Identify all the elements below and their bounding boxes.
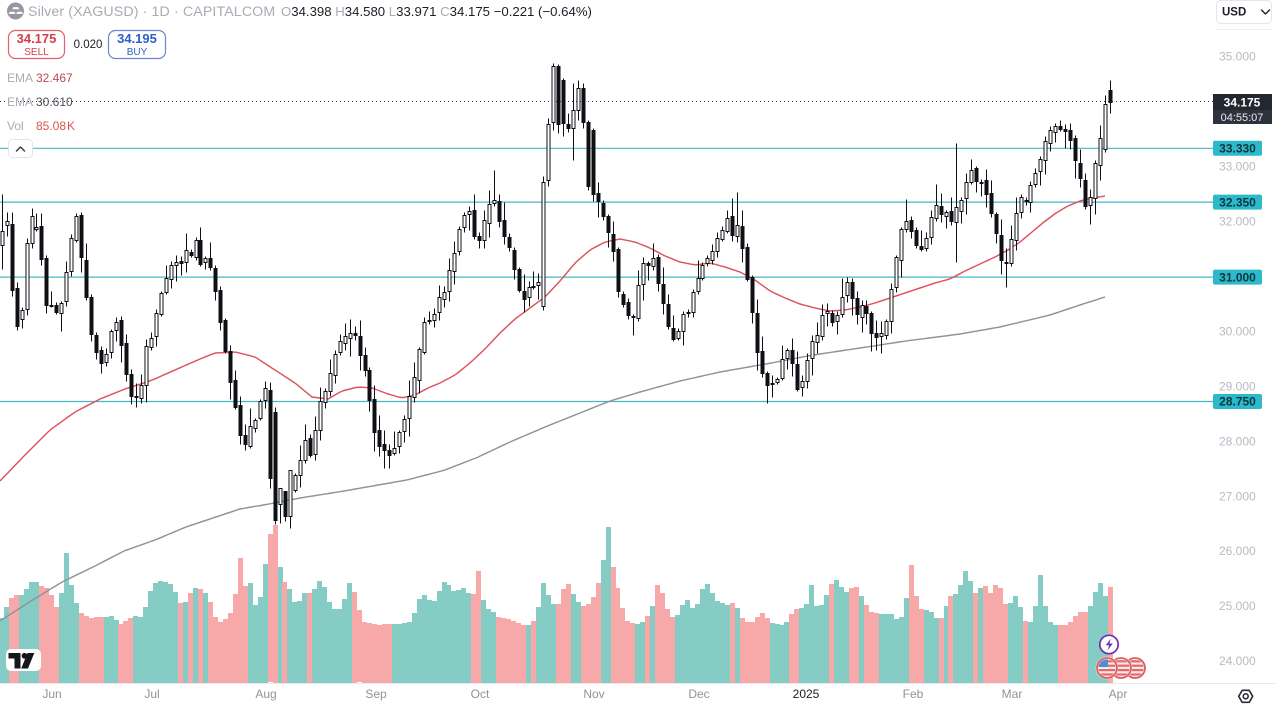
svg-text:27.000: 27.000	[1219, 489, 1256, 503]
svg-text:28.000: 28.000	[1219, 434, 1256, 448]
svg-text:Apr: Apr	[1109, 687, 1128, 701]
svg-text:Silver (XAGUSD) · 1D · CAPITAL: Silver (XAGUSD) · 1D · CAPITALCOM	[28, 4, 275, 20]
svg-text:BUY: BUY	[127, 47, 148, 58]
svg-text:35.000: 35.000	[1219, 50, 1256, 64]
svg-text:Oct: Oct	[471, 687, 490, 701]
svg-text:2025: 2025	[793, 687, 820, 701]
svg-text:Jul: Jul	[144, 687, 159, 701]
svg-text:0.020: 0.020	[74, 39, 103, 51]
svg-text:Dec: Dec	[688, 687, 709, 701]
svg-text:26.000: 26.000	[1219, 544, 1256, 558]
svg-text:EMA 30.610: EMA 30.610	[7, 95, 73, 109]
svg-text:30.000: 30.000	[1219, 324, 1256, 338]
svg-text:28.750: 28.750	[1219, 395, 1256, 409]
svg-text:USD: USD	[1222, 7, 1246, 19]
svg-text:Sep: Sep	[365, 687, 387, 701]
svg-text:33.330: 33.330	[1219, 142, 1256, 156]
svg-text:O34.398 H34.580 L33.971 C34.17: O34.398 H34.580 L33.971 C34.175 −0.221 (…	[281, 4, 592, 19]
svg-text:Jun: Jun	[42, 687, 61, 701]
svg-text:24.000: 24.000	[1219, 654, 1256, 668]
svg-text:32.350: 32.350	[1219, 195, 1256, 209]
svg-text:Vol 85.08K: Vol 85.08K	[7, 119, 75, 133]
svg-text:32.000: 32.000	[1219, 215, 1256, 229]
svg-text:34.195: 34.195	[117, 31, 157, 46]
svg-text:25.000: 25.000	[1219, 599, 1256, 613]
svg-text:31.000: 31.000	[1219, 270, 1256, 284]
svg-text:Feb: Feb	[903, 687, 924, 701]
svg-text:EMA 32.467: EMA 32.467	[7, 71, 73, 85]
svg-text:33.000: 33.000	[1219, 160, 1256, 174]
svg-text:29.000: 29.000	[1219, 379, 1256, 393]
svg-text:34.175: 34.175	[1224, 96, 1261, 110]
svg-text:Aug: Aug	[255, 687, 276, 701]
svg-text:SELL: SELL	[24, 47, 49, 58]
svg-text:04:55:07: 04:55:07	[1221, 112, 1264, 124]
svg-text:Nov: Nov	[583, 687, 604, 701]
svg-text:34.175: 34.175	[17, 31, 57, 46]
svg-text:Mar: Mar	[1002, 687, 1023, 701]
